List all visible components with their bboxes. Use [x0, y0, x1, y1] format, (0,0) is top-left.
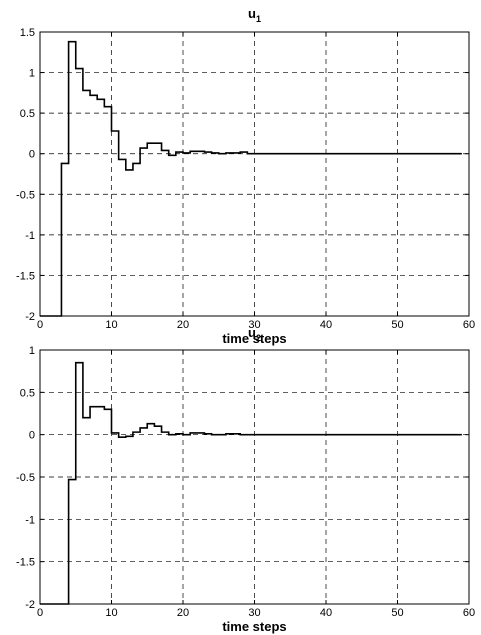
y-tick-label: -1.5	[16, 270, 35, 282]
y-tick-label: -0.5	[16, 472, 35, 484]
y-tick-label: -1.5	[16, 557, 35, 569]
x-tick-label: 50	[391, 607, 403, 619]
x-tick-label: 30	[248, 607, 260, 619]
x-tick-label: 10	[105, 607, 117, 619]
series-line-1	[40, 361, 462, 605]
y-tick-label: -2	[25, 311, 35, 323]
x-tick-label: 10	[105, 319, 117, 331]
y-tick-label: -0.5	[16, 189, 35, 201]
plot-frame	[39, 31, 470, 317]
chart-title: u1	[248, 6, 261, 24]
x-tick-label: 40	[320, 607, 332, 619]
x-axis-label: time steps	[222, 331, 286, 346]
x-tick-label: 50	[391, 319, 403, 331]
x-tick-label: 60	[463, 319, 475, 331]
y-tick-label: 0	[29, 430, 35, 442]
y-tick-label: -1	[25, 230, 35, 242]
y-tick-label: 1	[29, 68, 35, 80]
y-tick-label: -1	[25, 514, 35, 526]
chart-1: 0 10 20 30 40 50 60 -2 -1.5 -1 -0.5 0 0.5 1 1.5 u1 time …	[16, 6, 475, 346]
y-tick-label: 1	[29, 345, 35, 357]
y-tick-label: -2	[25, 599, 35, 611]
x-tick-label: 60	[463, 607, 475, 619]
x-axis-label: time steps	[222, 619, 286, 634]
y-tick-label: 1.5	[20, 27, 35, 39]
y-tick-label: 0.5	[20, 387, 35, 399]
x-tick-label: 0	[37, 319, 43, 331]
x-tick-label: 40	[320, 319, 332, 331]
series-line-1	[40, 40, 462, 317]
x-tick-label: 0	[37, 607, 43, 619]
x-tick-label: 30	[248, 319, 260, 331]
x-tick-label: 20	[177, 607, 189, 619]
y-tick-label: 0.5	[20, 108, 35, 120]
y-tick-label: 0	[29, 149, 35, 161]
x-tick-label: 20	[177, 319, 189, 331]
chart-title: u2	[248, 325, 261, 343]
